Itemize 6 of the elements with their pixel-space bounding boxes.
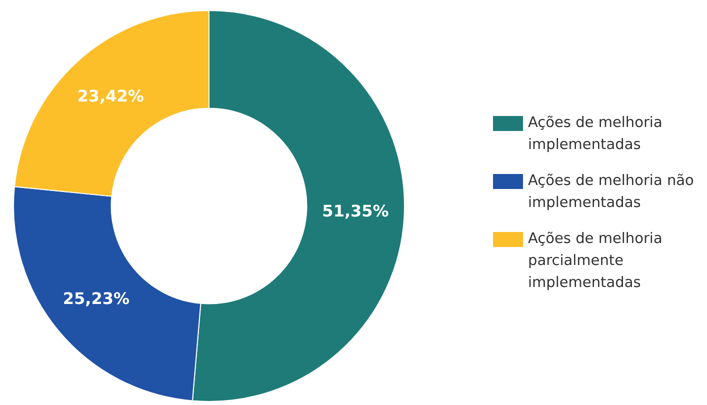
data-label: 25,23% xyxy=(62,288,130,308)
data-label: 23,42% xyxy=(77,86,144,106)
legend-label: Ações de melhoria parcialmente implementadas xyxy=(528,230,664,293)
data-label: 51,35% xyxy=(322,201,389,220)
legend-label: Ações de melhoria não implementadas xyxy=(528,172,695,213)
legend-label: Ações de melhoria implementadas xyxy=(528,114,664,155)
